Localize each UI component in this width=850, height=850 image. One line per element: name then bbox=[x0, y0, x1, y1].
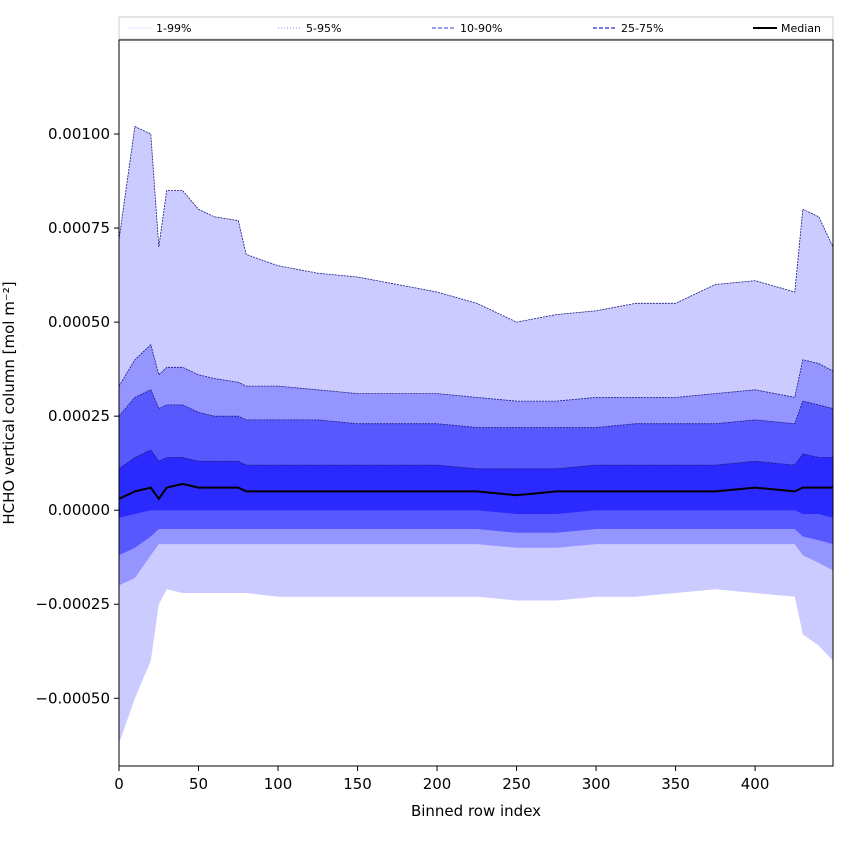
band-edge-5-95 bbox=[119, 343, 833, 402]
x-axis-label: Binned row index bbox=[411, 802, 541, 820]
y-tick-label: −0.00050 bbox=[35, 689, 110, 707]
y-tick-label: 0.00025 bbox=[48, 407, 110, 425]
band-25-75 bbox=[119, 450, 833, 518]
x-tick-label: 150 bbox=[343, 775, 372, 793]
y-tick-label: 0.00100 bbox=[48, 125, 110, 143]
y-tick-label: 0.00050 bbox=[48, 313, 110, 331]
legend-label: 25-75% bbox=[621, 22, 663, 35]
x-tick-label: 100 bbox=[264, 775, 293, 793]
legend-frame bbox=[118, 16, 834, 40]
y-tick-label: −0.00025 bbox=[35, 595, 110, 613]
legend-label: 10-90% bbox=[460, 22, 502, 35]
x-axis: 0 50 100 150 200 250 300 350 400 bbox=[114, 766, 769, 793]
legend-label: Median bbox=[781, 22, 821, 35]
median-layer bbox=[119, 482, 833, 501]
legend-label: 5-95% bbox=[306, 22, 341, 35]
y-tick-label: 0.00075 bbox=[48, 219, 110, 237]
y-axis: −0.00050 −0.00025 0.00000 0.00025 0.00050 0.0… bbox=[35, 125, 119, 707]
band-edge-1-99 bbox=[119, 125, 833, 323]
percentile-bands bbox=[119, 125, 833, 744]
x-tick-label: 200 bbox=[423, 775, 452, 793]
legend: 1-99% 5-95% 10-90% 25-75% Median bbox=[118, 16, 834, 40]
x-tick-label: 50 bbox=[189, 775, 208, 793]
plot-frame bbox=[118, 39, 834, 767]
x-tick-label: 0 bbox=[114, 775, 124, 793]
y-axis-label: HCHO vertical column [mol m⁻²] bbox=[0, 281, 18, 524]
median-line bbox=[119, 482, 833, 501]
legend-label: 1-99% bbox=[156, 22, 191, 35]
y-tick-label: 0.00000 bbox=[48, 501, 110, 519]
x-tick-label: 300 bbox=[582, 775, 611, 793]
x-tick-label: 350 bbox=[661, 775, 690, 793]
band-edge-10-90 bbox=[119, 389, 833, 428]
band-edge-25-75 bbox=[119, 449, 833, 470]
x-tick-label: 400 bbox=[741, 775, 770, 793]
x-tick-label: 250 bbox=[502, 775, 531, 793]
